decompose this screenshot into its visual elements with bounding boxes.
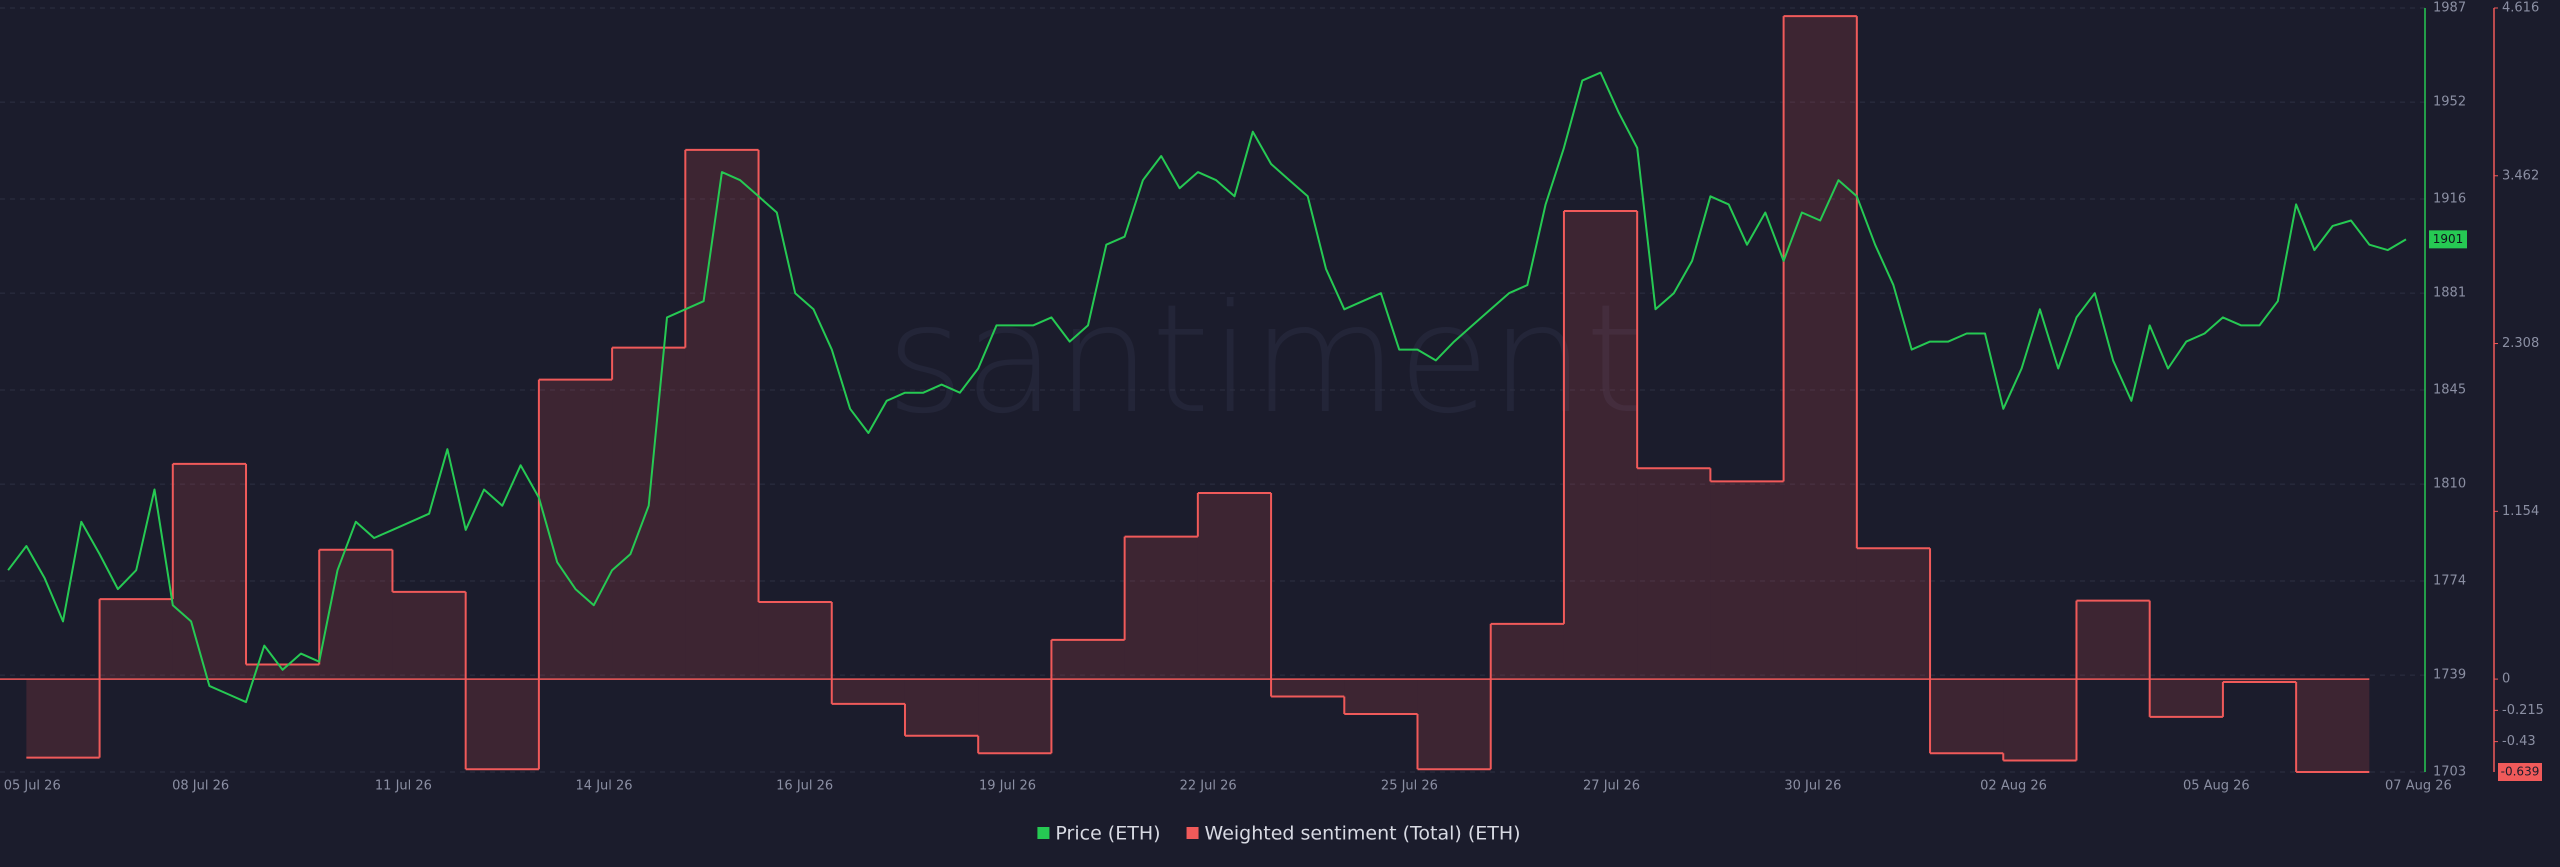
y2-tick-label: -0.215 (2502, 703, 2544, 718)
sentiment-area (1710, 481, 1784, 680)
sentiment-area (1051, 639, 1125, 680)
sentiment-area (2149, 679, 2223, 717)
sentiment-series (0, 15, 2370, 773)
sentiment-area (392, 591, 466, 680)
sentiment-area (1417, 679, 1491, 770)
y-tick-label: 1703 (2433, 765, 2466, 780)
sentiment-last-tag (2498, 763, 2542, 781)
price-last-tag (2429, 230, 2467, 249)
y2-tick-label: 1.154 (2502, 504, 2539, 519)
sentiment-area (2003, 679, 2077, 761)
sentiment-area (1490, 623, 1564, 680)
legend-swatch (1186, 827, 1199, 839)
sentiment-area (319, 549, 393, 680)
x-tick-label: 05 Jul 26 (4, 779, 61, 794)
sentiment-area (2296, 679, 2370, 772)
y-tick-label: 1810 (2433, 477, 2466, 492)
y-tick-label: 1845 (2433, 383, 2466, 398)
legend: Price (ETH) Weighted sentiment (Total) (E… (1037, 823, 1521, 845)
sentiment-area (831, 679, 905, 704)
y-tick-label: 1774 (2433, 574, 2466, 589)
sentiment-area (1856, 548, 1931, 680)
sentiment-area (904, 679, 979, 736)
sentiment-area (99, 599, 173, 680)
sentiment-area (1563, 210, 1638, 680)
x-tick-label: 22 Jul 26 (1180, 779, 1237, 794)
sentiment-area (172, 463, 247, 680)
x-tick-label: 11 Jul 26 (375, 779, 432, 794)
x-tick-label: 30 Jul 26 (1784, 779, 1841, 794)
sentiment-area (1197, 493, 1272, 680)
y-tick-label: 1987 (2433, 1, 2466, 16)
sentiment-area (612, 347, 686, 680)
sentiment-area (1930, 679, 2004, 754)
sentiment-area (1344, 679, 1418, 714)
y-tick-label: 1739 (2433, 668, 2466, 683)
sentiment-area (1637, 468, 1711, 680)
sentiment-area (538, 379, 613, 680)
legend-label: Weighted sentiment (Total) (ETH) (1205, 823, 1521, 845)
sentiment-area (1271, 679, 1345, 697)
price-line (7, 71, 2407, 704)
sentiment-area (2222, 679, 2297, 683)
price-last-label: 1901 (2433, 232, 2464, 246)
sentiment-area (465, 679, 539, 770)
y-tick-label: 1952 (2433, 95, 2466, 110)
x-tick-label: 25 Jul 26 (1381, 779, 1438, 794)
legend-label: Price (ETH) (1055, 823, 1160, 845)
y2-tick-label: 3.462 (2502, 168, 2539, 183)
x-tick-label: 19 Jul 26 (979, 779, 1036, 794)
y2-tick-label: 4.616 (2502, 1, 2539, 16)
x-tick-label: 27 Jul 26 (1583, 779, 1640, 794)
x-tick-label: 14 Jul 26 (576, 779, 633, 794)
x-tick-label: 08 Jul 26 (172, 779, 229, 794)
y-tick-label: 1916 (2433, 192, 2466, 207)
sentiment-area (1124, 536, 1198, 680)
sentiment-last-label: -0.639 (2501, 765, 2540, 779)
x-tick-label: 05 Aug 26 (2183, 779, 2250, 794)
y2-tick-label: 2.308 (2502, 336, 2539, 351)
y-tick-label: 1881 (2433, 286, 2466, 301)
x-tick-label: 02 Aug 26 (1980, 779, 2047, 794)
sentiment-area (758, 602, 832, 680)
sentiment-area (26, 679, 100, 758)
sentiment-area (978, 679, 1052, 754)
watermark: santiment (886, 273, 1644, 447)
sentiment-area (2076, 600, 2150, 680)
legend-swatch (1037, 827, 1050, 839)
x-tick-label: 16 Jul 26 (776, 779, 833, 794)
x-tick-label: 07 Aug 26 (2385, 779, 2452, 794)
y2-tick-label: 0 (2502, 672, 2510, 687)
sentiment-area (246, 664, 320, 680)
sentiment-area (685, 149, 759, 680)
y2-tick-label: -0.43 (2502, 734, 2536, 749)
sentiment-area (1783, 16, 1857, 680)
